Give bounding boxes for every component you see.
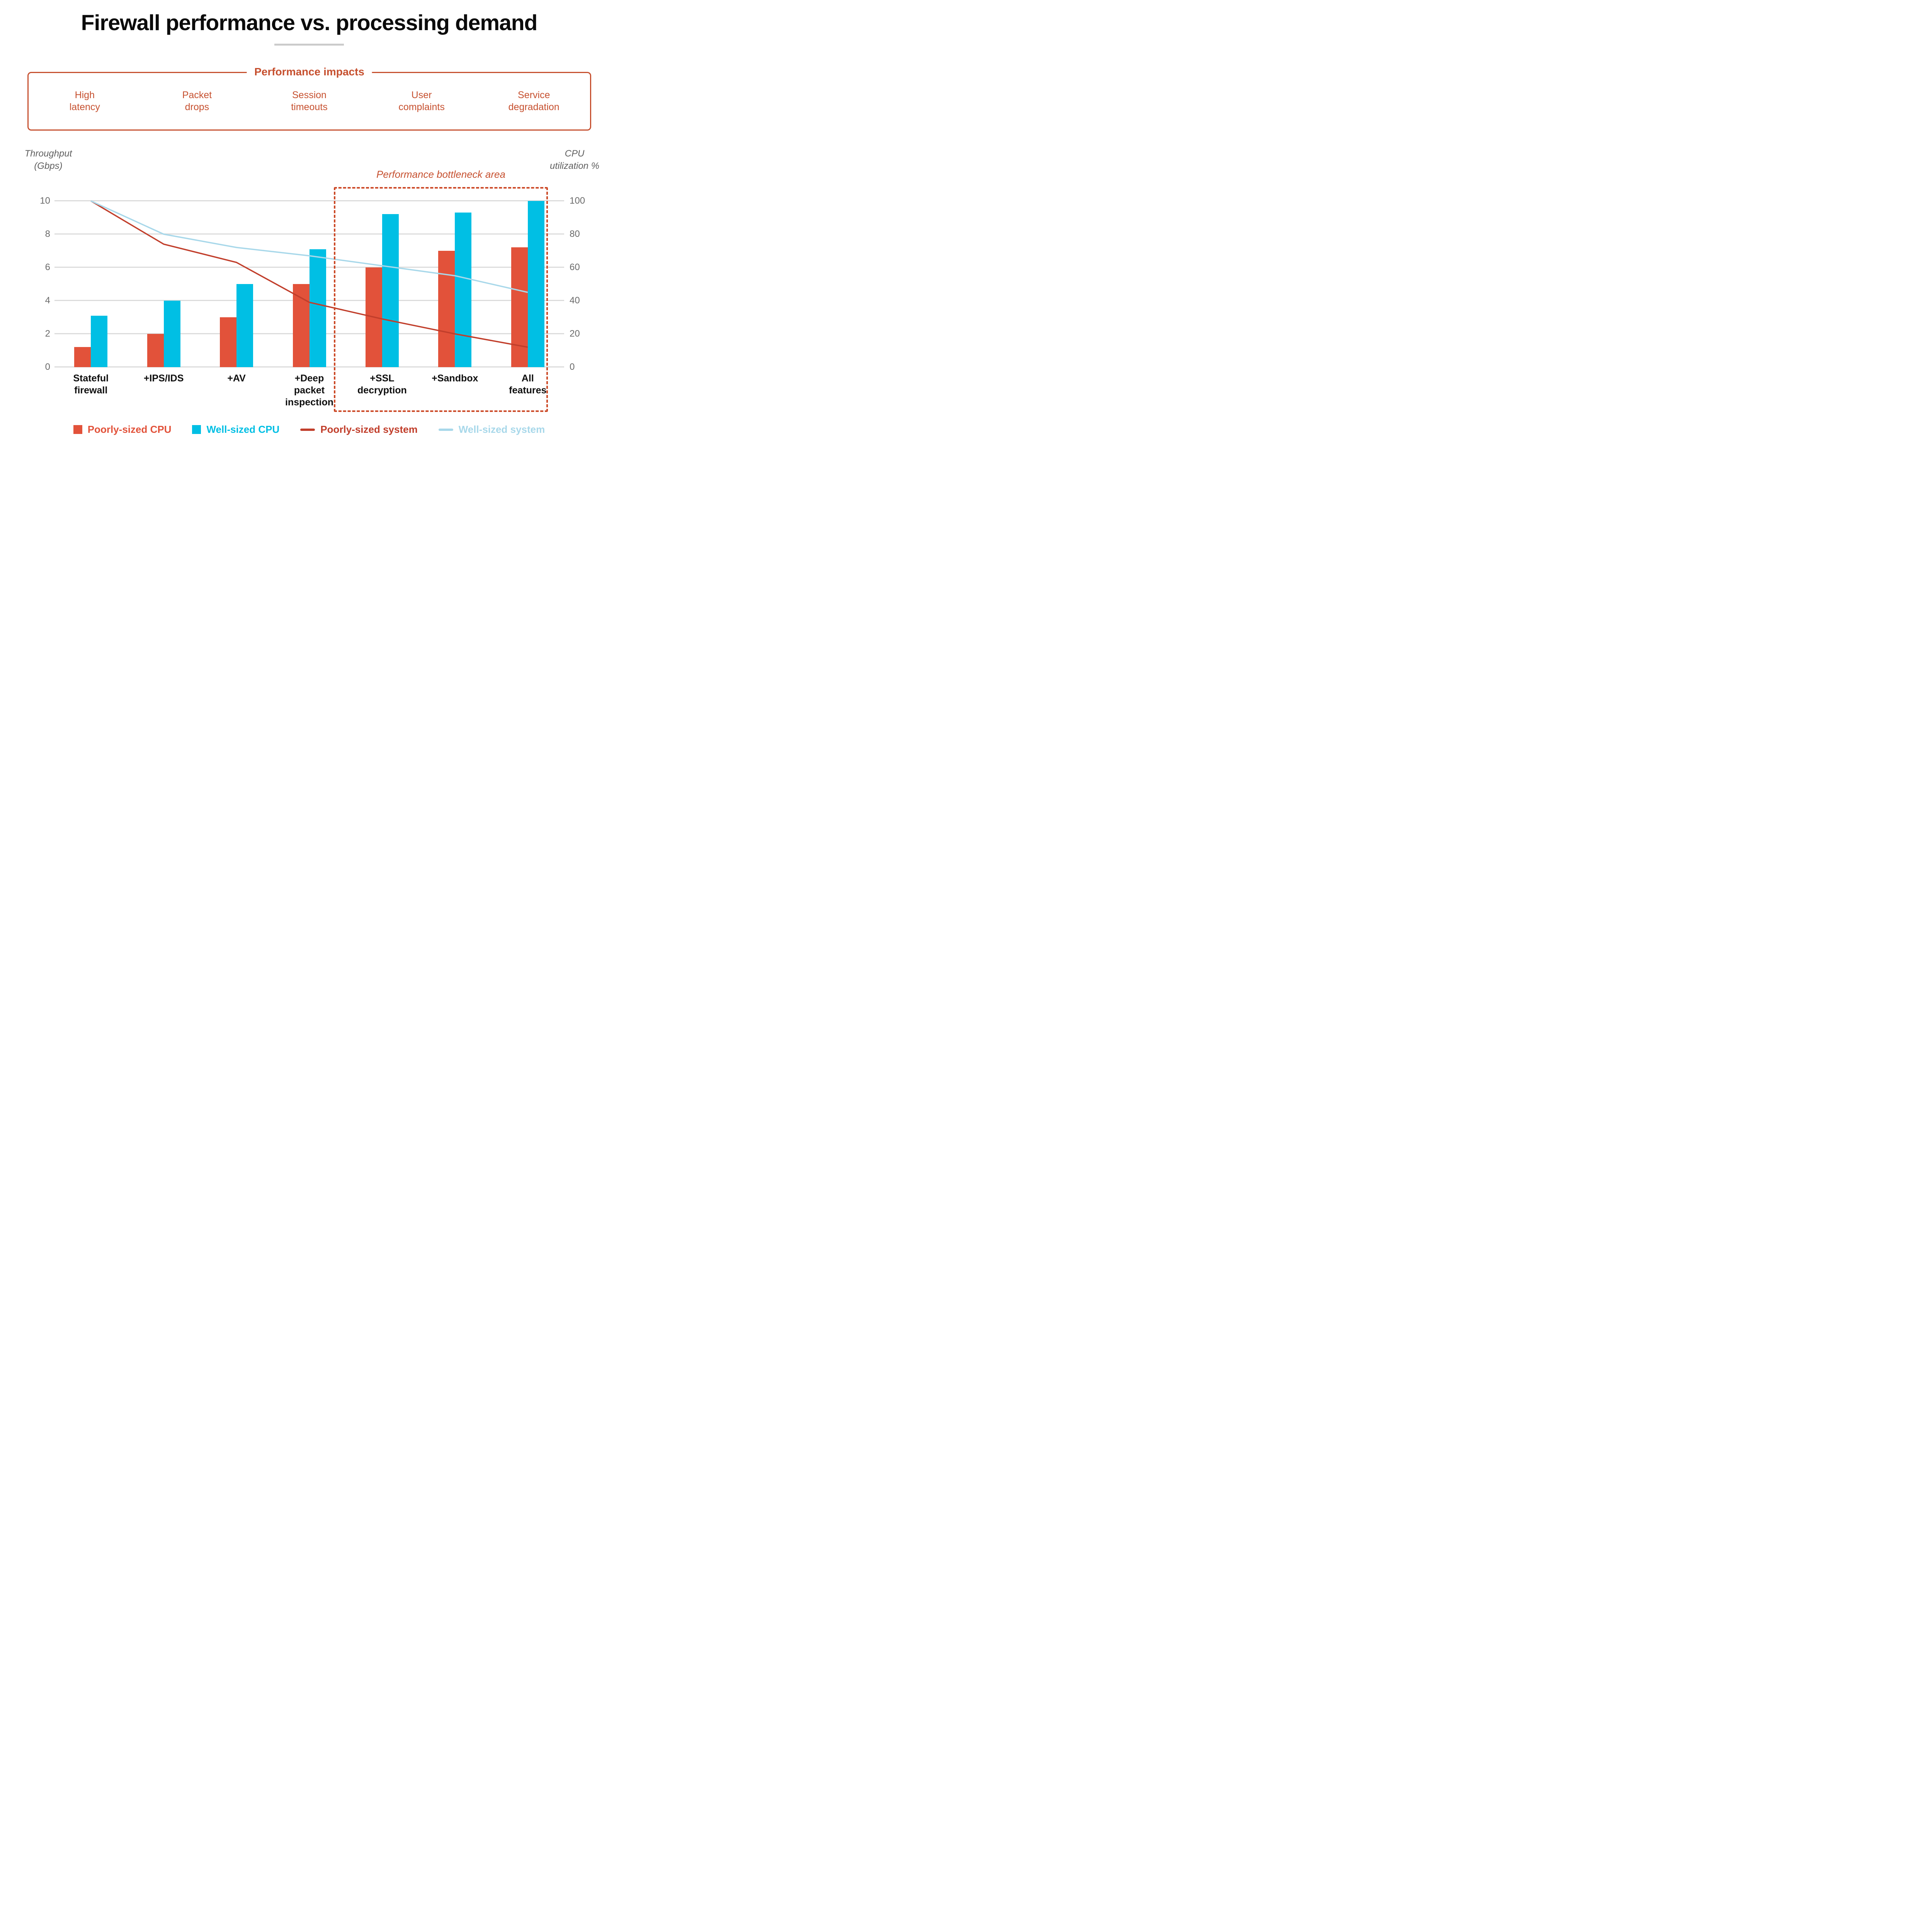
left-tick-label: 6	[45, 262, 50, 272]
impact-item-service-degradation: Service degradation	[508, 90, 560, 112]
title-divider	[274, 44, 344, 46]
plot-area	[54, 200, 564, 368]
bar-well-sized-cpu	[527, 201, 544, 367]
impacts-heading: Performance impacts	[247, 66, 372, 78]
legend-item: Well-sized CPU	[192, 424, 279, 436]
gridline	[54, 233, 564, 235]
legend-item: Well-sized system	[438, 424, 545, 436]
legend-label: Well-sized CPU	[206, 424, 280, 435]
bar-poorly-sized-cpu	[220, 317, 237, 367]
gridline	[54, 200, 564, 201]
x-axis-label: All features	[509, 373, 547, 396]
x-axis-label: +IPS/IDS	[143, 373, 184, 384]
legend-label: Well-sized system	[458, 424, 545, 435]
cpu-axis-title: CPU utilization %	[549, 148, 600, 172]
impact-item-packet-drops: Packet drops	[182, 90, 212, 112]
impacts-items-row: High latency Packet drops Session timeou…	[29, 73, 590, 129]
bar-poorly-sized-cpu	[74, 347, 91, 367]
right-tick-label: 0	[570, 362, 575, 372]
right-tick-label: 60	[570, 262, 580, 272]
infographic-page: Firewall performance vs. processing dema…	[0, 0, 618, 462]
line-well-sized-system	[90, 200, 528, 293]
bar-pair	[74, 315, 108, 367]
left-tick-label: 10	[40, 196, 50, 206]
bar-well-sized-cpu	[91, 315, 108, 367]
bar-well-sized-cpu	[382, 214, 399, 367]
x-axis-label: +SSL decryption	[357, 373, 407, 396]
page-title: Firewall performance vs. processing dema…	[81, 10, 538, 35]
bar-well-sized-cpu	[309, 249, 326, 367]
bar-pair	[147, 301, 180, 367]
legend-swatch-square	[192, 425, 201, 434]
x-axis-label: +Sandbox	[432, 373, 478, 384]
x-axis-label: +Deep packet inspection	[285, 373, 333, 408]
left-tick-label: 0	[45, 362, 50, 372]
bar-pair	[220, 284, 253, 367]
bar-well-sized-cpu	[236, 284, 253, 367]
right-tick-label: 40	[570, 295, 580, 306]
x-axis-labels: Stateful firewall +IPS/IDS +AV +Deep packet…	[54, 373, 564, 415]
impact-item-session-timeouts: Session timeouts	[291, 90, 328, 112]
left-tick-label: 8	[45, 229, 50, 239]
x-axis-label: +AV	[227, 373, 246, 384]
left-tick-label: 4	[45, 295, 50, 306]
legend-swatch-square	[73, 425, 82, 434]
performance-impacts-panel: Performance impacts High latency Packet …	[27, 66, 591, 131]
line-poorly-sized-system	[90, 200, 528, 348]
bar-poorly-sized-cpu	[147, 334, 164, 367]
legend: Poorly-sized CPU Well-sized CPU Poorly-siz…	[0, 424, 618, 436]
impact-item-user-complaints: User complaints	[398, 90, 445, 112]
legend-item: Poorly-sized system	[300, 424, 418, 436]
legend-label: Poorly-sized CPU	[87, 424, 172, 435]
bottleneck-label: Performance bottleneck area	[376, 168, 505, 180]
bar-well-sized-cpu	[455, 213, 472, 367]
line-series-layer	[90, 200, 528, 348]
throughput-axis-title: Throughput (Gbps)	[24, 148, 72, 172]
bar-well-sized-cpu	[163, 301, 180, 367]
right-tick-label: 80	[570, 229, 580, 239]
bar-pair	[438, 213, 472, 367]
right-tick-label: 20	[570, 328, 580, 339]
left-tick-label: 2	[45, 328, 50, 339]
legend-swatch-line	[438, 428, 453, 431]
bar-poorly-sized-cpu	[438, 251, 455, 367]
impact-item-high-latency: High latency	[69, 90, 100, 112]
legend-label: Poorly-sized system	[320, 424, 418, 435]
legend-item: Poorly-sized CPU	[73, 424, 172, 436]
bar-pair	[511, 201, 544, 367]
x-axis-label: Stateful firewall	[73, 373, 109, 396]
right-tick-label: 100	[570, 196, 585, 206]
legend-swatch-line	[300, 428, 315, 431]
bottleneck-box	[334, 187, 548, 412]
